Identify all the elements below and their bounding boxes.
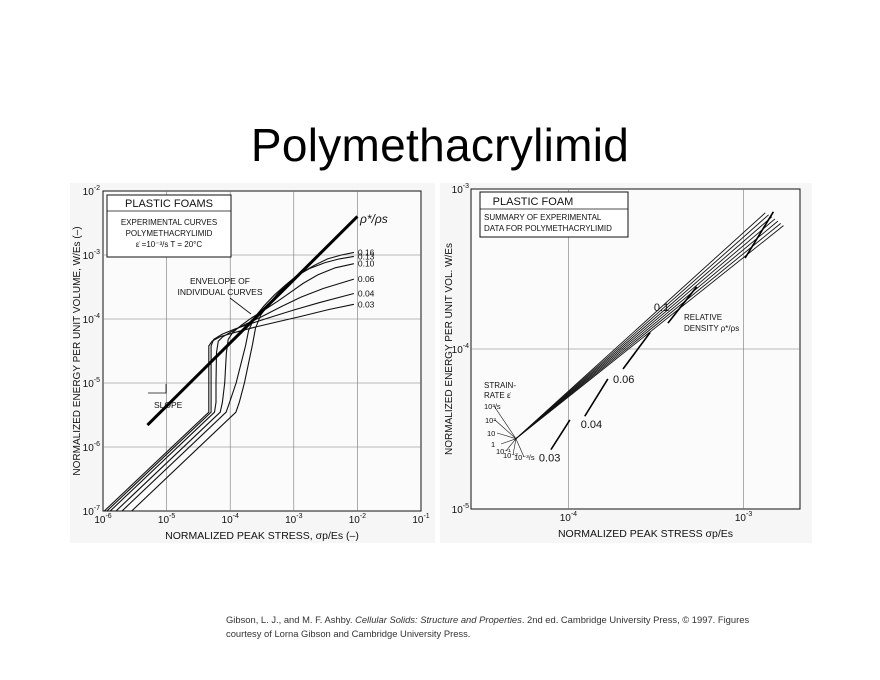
left-envelope-line	[146, 215, 359, 427]
right-strain-rate-line-0	[515, 212, 766, 440]
left-y-axis-title: NORMALIZED ENERGY PER UNIT VOLUME, W/Es …	[72, 226, 83, 475]
left-box-title: PLASTIC FOAMS	[125, 198, 213, 210]
left-x-tick-label: 10-3	[285, 513, 302, 526]
left-series-line-0.03	[103, 303, 355, 512]
left-series-line-0.04	[106, 292, 355, 512]
left-x-axis-title: NORMALIZED PEAK STRESS, σp/Es (–)	[165, 530, 359, 542]
right-strain-rate-leader	[493, 405, 517, 439]
right-strain-rate-leader	[515, 438, 525, 458]
left-envelope-label: ENVELOPE OF	[190, 276, 250, 286]
left-slope-triangle	[148, 384, 167, 394]
right-strain-rate-title: STRAIN-	[484, 381, 516, 390]
left-chart-svg: 10-6 10-5 10-4 10-3 10-2 10-110-710-610-510-4…	[72, 185, 430, 542]
right-strain-rate-label: 1	[491, 440, 495, 449]
left-series-label: 0.16	[358, 247, 375, 257]
left-y-tick-label: 10-3	[83, 249, 100, 262]
right-strain-rate-leader	[512, 438, 517, 456]
right-chart-figure: 10-4 10-3 10-5 10-4 10-3 NORMALIZED PEAK STRE…	[440, 183, 812, 543]
caption-book-title: Cellular Solids: Structure and Propertie…	[355, 614, 522, 625]
right-y-tick-label: 10-4	[452, 343, 469, 356]
right-strain-rate-line-1	[515, 214, 769, 440]
left-series-label: 0.03	[358, 299, 375, 309]
left-box-line: EXPERIMENTAL CURVES	[121, 218, 217, 227]
left-y-tick-label: 10-2	[83, 185, 100, 198]
left-info-box	[106, 194, 232, 258]
left-x-tick-label: 10-6	[94, 513, 111, 526]
caption-publisher: . 2nd ed. Cambridge University Press, © …	[226, 614, 750, 639]
left-series-label: 0.13	[358, 251, 375, 261]
caption-authors: Gibson, L. J., and M. F. Ashby.	[226, 614, 356, 625]
left-y-tick-label: 10-6	[83, 441, 100, 454]
right-info-box	[479, 191, 629, 238]
left-series-line-0.10	[115, 263, 355, 512]
right-relative-density-label: DENSITY ρ*/ρs	[684, 324, 739, 333]
left-x-tick-label: 10-2	[349, 513, 366, 526]
right-strain-rate-line-4	[515, 220, 779, 440]
right-strain-rate-line-2	[515, 216, 773, 440]
left-series-label: 0.10	[358, 259, 375, 269]
right-box-line: SUMMARY OF EXPERIMENTAL	[484, 213, 602, 222]
right-density-label: 0.1	[654, 302, 669, 314]
left-box-line: POLYMETHACRYLIMID	[126, 229, 213, 238]
right-strain-rate-line-3	[515, 218, 776, 440]
right-strain-rate-leader	[494, 419, 517, 439]
right-y-tick-label: 10-5	[452, 503, 469, 516]
right-x-axis-title: NORMALIZED PEAK STRESS σp/Es	[558, 528, 733, 540]
right-x-tick-label: 10-4	[560, 511, 577, 524]
left-legend-symbol: ρ*/ρs	[359, 212, 388, 226]
figure-caption: Gibson, L. J., and M. F. Ashby. Cellular…	[226, 613, 786, 641]
right-strain-rate-title: RATE ε̇	[484, 391, 512, 400]
left-y-tick-label: 10-4	[83, 313, 100, 326]
right-density-marker	[667, 286, 698, 324]
right-box-line: DATA FOR POLYMETHACRYLIMID	[484, 224, 612, 233]
left-y-tick-label: 10-7	[83, 505, 100, 518]
right-y-axis-title: NORMALIZED ENERGY PER UNIT VOL. W/Es	[444, 243, 455, 455]
left-x-tick-label: 10-1	[412, 513, 429, 526]
right-density-marker	[550, 419, 571, 451]
left-series-label: 0.06	[358, 274, 375, 284]
right-relative-density-label: RELATIVE	[684, 313, 722, 322]
slide-title: Polymethacrylimid	[250, 119, 630, 171]
right-strain-rate-label: 10	[487, 429, 495, 438]
right-strain-rate-label: 10⁻³/s	[514, 453, 535, 462]
right-strain-rate-label: 10⁻²	[503, 451, 518, 460]
left-x-tick-label: 10-4	[222, 513, 239, 526]
left-envelope-label: INDIVIDUAL CURVES	[177, 287, 262, 297]
left-envelope-pointer	[229, 297, 252, 315]
right-x-tick-label: 10-3	[735, 511, 752, 524]
right-density-marker	[584, 378, 609, 417]
left-box-line: ε̇ =10⁻³/s T = 20°C	[136, 240, 203, 249]
right-density-label: 0.06	[613, 374, 634, 386]
right-strain-rate-label: 10³/s	[484, 402, 501, 411]
left-series-label: 0.04	[358, 289, 375, 299]
right-strain-rate-label: 10⁻¹	[496, 447, 511, 456]
right-density-marker	[744, 211, 775, 259]
right-strain-rate-line-5	[515, 222, 782, 440]
left-chart-figure: 10-6 10-5 10-4 10-3 10-2 10-1 10-7 10-6 10-5 10-4…	[70, 183, 435, 543]
right-strain-rate-leader	[496, 432, 517, 439]
left-x-tick-label: 10-5	[158, 513, 175, 526]
right-density-label: 0.04	[581, 419, 602, 431]
right-strain-rate-leader	[500, 438, 517, 445]
right-y-tick-label: 10-3	[452, 183, 469, 196]
right-density-label: 0.03	[539, 453, 560, 465]
right-strain-rate-label: 10²	[485, 416, 496, 425]
right-density-marker	[622, 331, 651, 370]
left-series-line-0.13	[121, 255, 354, 512]
right-box-title: PLASTIC FOAM	[493, 196, 574, 208]
right-strain-rate-leader	[505, 438, 517, 452]
left-y-tick-label: 10-5	[83, 377, 100, 390]
left-slope-label: SLOPE	[154, 400, 183, 410]
